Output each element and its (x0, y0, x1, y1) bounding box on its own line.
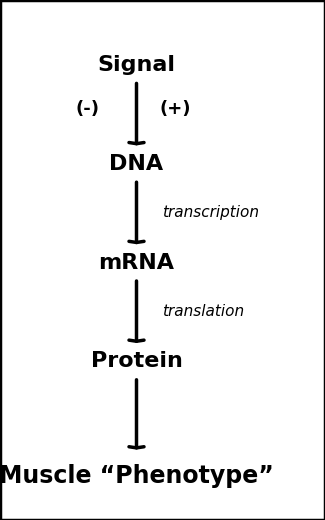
Text: DNA: DNA (110, 154, 163, 174)
Text: (-): (-) (76, 100, 100, 118)
Text: Signal: Signal (98, 55, 176, 75)
Text: transcription: transcription (162, 205, 259, 219)
Text: Muscle “Phenotype”: Muscle “Phenotype” (0, 464, 274, 488)
Text: Protein: Protein (91, 352, 182, 371)
Text: (+): (+) (160, 100, 191, 118)
Text: mRNA: mRNA (98, 253, 175, 272)
Text: translation: translation (162, 305, 245, 319)
